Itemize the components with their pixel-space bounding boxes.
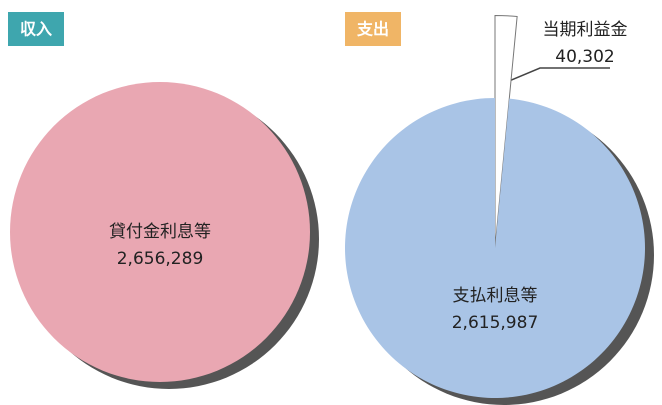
- leader-line: [496, 67, 610, 87]
- chart-title: 収入: [20, 20, 52, 39]
- pie-slice: [345, 98, 645, 398]
- slice-value: 40,302: [555, 47, 614, 67]
- title-badge: [8, 12, 64, 46]
- pie-slice: [494, 14, 518, 249]
- slice-label: 貸付金利息等: [109, 222, 211, 242]
- slice-value: 2,656,289: [117, 249, 204, 269]
- slice-label: 支払利息等: [453, 286, 538, 306]
- slice-value: 2,615,987: [452, 313, 539, 333]
- pie-slice: [10, 82, 310, 382]
- chart-title: 支出: [356, 20, 389, 39]
- title-badge: [345, 12, 401, 46]
- slice-label: 当期利益金: [543, 20, 628, 40]
